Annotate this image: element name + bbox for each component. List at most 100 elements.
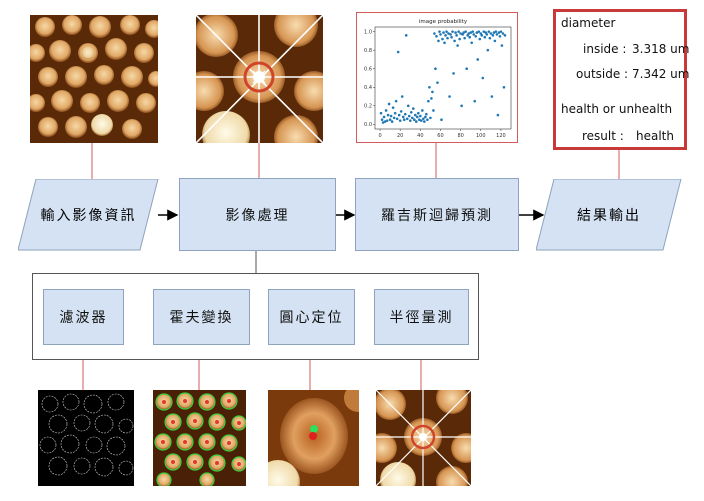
x-tick-label: 0 [378, 133, 381, 139]
scatter-point [432, 109, 435, 112]
scatter-point [394, 99, 398, 103]
scatter-point [430, 97, 433, 100]
hough-detected-image [153, 390, 246, 486]
scatter-point [396, 50, 400, 54]
scatter-point [420, 119, 423, 122]
y-tick-label: 0.2 [364, 104, 372, 110]
scatter-point [398, 119, 402, 122]
scatter-point [390, 120, 394, 123]
scatter-point [498, 34, 502, 38]
scatter-point [442, 31, 445, 34]
probability-scatter-chart: image probability 0 20 40 60 80 100 120 0.0 0.2 0… [364, 19, 512, 139]
scatter-point [415, 120, 418, 123]
scatter-point [389, 114, 393, 118]
radius-measure-image [376, 390, 471, 486]
output-label: 結果輸出 [577, 208, 641, 224]
scatter-point [422, 117, 425, 121]
probability-chart-frame: image probability 0 20 40 60 80 100 120 0.0 0.2 0… [356, 12, 518, 143]
center-locating-box: 圓心定位 [268, 289, 355, 345]
scatter-point [385, 119, 389, 122]
scatter-point [457, 30, 460, 33]
scatter-point [395, 117, 399, 121]
scatter-point [401, 115, 405, 119]
scatter-point [472, 33, 476, 36]
scatter-point [485, 33, 489, 36]
scatter-point [410, 116, 414, 120]
scatter-point [384, 109, 388, 112]
scatter-point [439, 33, 442, 36]
scatter-point [392, 116, 396, 120]
scatter-point [483, 35, 487, 39]
outside-value: 7.342 um [632, 67, 690, 81]
input-parallelogram [18, 179, 159, 251]
scatter-point [458, 37, 461, 41]
scatter-point [454, 31, 457, 34]
scatter-point [437, 39, 440, 43]
scatter-point [435, 34, 438, 38]
scatter-point [449, 33, 452, 36]
scatter-point [386, 113, 390, 117]
x-tick-label: 80 [457, 133, 463, 139]
outside-label: outside : [576, 67, 629, 81]
diameter-label: diameter [561, 16, 616, 30]
scatter-point [450, 35, 453, 39]
scatter-point [436, 81, 439, 84]
scatter-point [419, 114, 422, 118]
scatter-point [482, 30, 486, 33]
scatter-point [447, 32, 450, 35]
scatter-point [417, 111, 420, 115]
output-parallelogram [536, 179, 682, 251]
scatter-point [393, 111, 397, 115]
result-value: health [636, 129, 674, 143]
scatter-point [480, 34, 484, 37]
scatter-point [441, 37, 444, 41]
scatter-point [459, 32, 462, 35]
filter-box: 濾波器 [43, 289, 124, 345]
scatter-point [453, 39, 456, 43]
scatter-point [402, 118, 406, 122]
scatter-point [411, 107, 415, 110]
scatter-point [486, 48, 490, 52]
inside-label: inside : [583, 42, 627, 56]
scatter-point [407, 114, 411, 118]
y-tick-label: 0.0 [364, 122, 372, 128]
scatter-point [471, 30, 475, 33]
y-tick-label: 1.0 [364, 29, 372, 35]
scatter-point [397, 113, 401, 117]
scatter-point [416, 115, 419, 119]
scatter-point [413, 113, 417, 117]
scatter-point [438, 30, 441, 33]
scatter-point [491, 34, 495, 37]
scatter-point [440, 118, 443, 122]
scatter-point [446, 36, 449, 40]
scatter-point [481, 76, 485, 80]
scatter-point [478, 37, 482, 41]
scatter-point [469, 31, 473, 34]
scatter-point [460, 104, 463, 108]
scatter-point [488, 36, 492, 40]
center-location-image [268, 390, 359, 486]
x-tick-label: 60 [437, 133, 443, 139]
filtered-edge-image [38, 390, 134, 486]
plot-area [374, 26, 512, 130]
scatter-point [470, 41, 474, 45]
scatter-point [500, 44, 504, 47]
scatter-point [406, 104, 410, 108]
scatter-point [494, 30, 498, 33]
scatter-point [443, 41, 446, 45]
scatter-point [400, 95, 404, 98]
scatter-point [427, 99, 430, 103]
result-panel: diameter inside : 3.318 um outside : 7.3… [553, 9, 690, 150]
scatter-point [456, 44, 459, 47]
scatter-point [445, 30, 448, 33]
scatter-point [477, 30, 481, 33]
scatter-point [476, 58, 480, 61]
x-tick-label: 100 [476, 133, 486, 139]
scatter-point [433, 32, 436, 35]
y-tick-label: 0.4 [364, 85, 372, 91]
scatter-point [462, 31, 465, 34]
scatter-point [431, 90, 434, 94]
scatter-point [503, 34, 507, 37]
scatter-point [403, 112, 407, 116]
scatter-point [489, 32, 493, 35]
